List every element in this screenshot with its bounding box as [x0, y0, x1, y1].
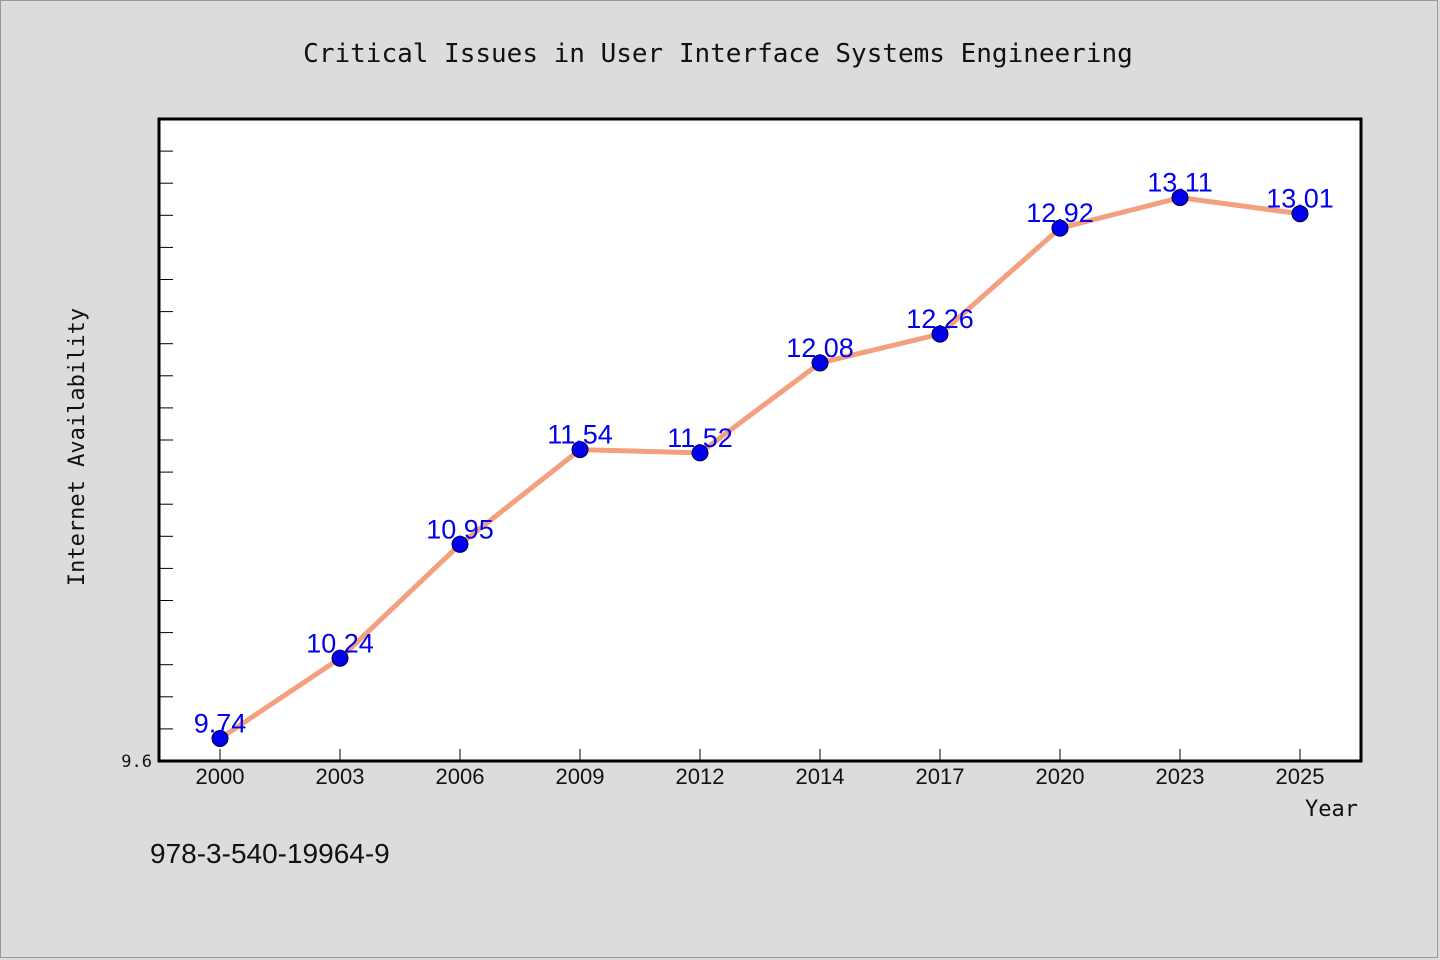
data-labels: 9.74 10.24 10.95 11.54 11.52 12.08 12.26 12.92 1…	[194, 168, 1334, 739]
x-tick-label-2006: 2006	[436, 764, 485, 789]
data-point-2023	[1171, 189, 1189, 207]
data-label-2014: 12.08	[786, 333, 854, 363]
x-tick-label-2014: 2014	[796, 764, 845, 789]
data-label-2006: 10.95	[426, 514, 494, 544]
chart-title: Critical Issues in User Interface System…	[303, 39, 1133, 69]
data-point-2025	[1291, 205, 1309, 223]
x-axis-label: Year	[1305, 797, 1358, 822]
data-point-2017	[931, 325, 949, 343]
data-point-2012	[691, 444, 709, 462]
x-tick-label-2025: 2025	[1276, 764, 1325, 789]
data-point-2000	[211, 730, 229, 748]
y-axis-min-label: 9.6	[121, 752, 152, 772]
data-point-2003	[331, 649, 349, 667]
x-tick-label-2012: 2012	[676, 764, 725, 789]
x-tick-label-2017: 2017	[916, 764, 965, 789]
data-label-2025: 13.01	[1266, 184, 1334, 214]
y-axis-ticks	[159, 150, 173, 730]
series-line	[217, 195, 1303, 742]
data-label-2009: 11.54	[547, 420, 613, 450]
data-point-2020	[1051, 219, 1069, 237]
x-tick-label-2000: 2000	[196, 764, 245, 789]
plot-area	[157, 117, 1363, 763]
y-axis-label: Internet Availability	[65, 308, 90, 586]
x-axis-tick-labels: 2000 2003 2006 2009 2012 2014 2017 2020 2023 2025	[196, 764, 1325, 789]
x-tick-label-2023: 2023	[1156, 764, 1205, 789]
data-label-2003: 10.24	[306, 628, 374, 658]
isbn-text: 978-3-540-19964-9	[150, 838, 390, 869]
data-label-2000: 9.74	[194, 709, 247, 739]
x-tick-label-2020: 2020	[1036, 764, 1085, 789]
data-point-2006	[451, 535, 469, 553]
x-tick-label-2009: 2009	[556, 764, 605, 789]
data-label-2012: 11.52	[667, 423, 733, 453]
data-point-2014	[811, 354, 829, 372]
series-markers	[211, 189, 1309, 748]
data-label-2020: 12.92	[1026, 198, 1094, 228]
data-point-2009	[571, 441, 589, 459]
x-tick-label-2003: 2003	[316, 764, 365, 789]
x-axis-ticks	[219, 749, 1301, 761]
data-label-2017: 12.26	[906, 304, 974, 334]
data-label-2023: 13.11	[1147, 168, 1213, 198]
